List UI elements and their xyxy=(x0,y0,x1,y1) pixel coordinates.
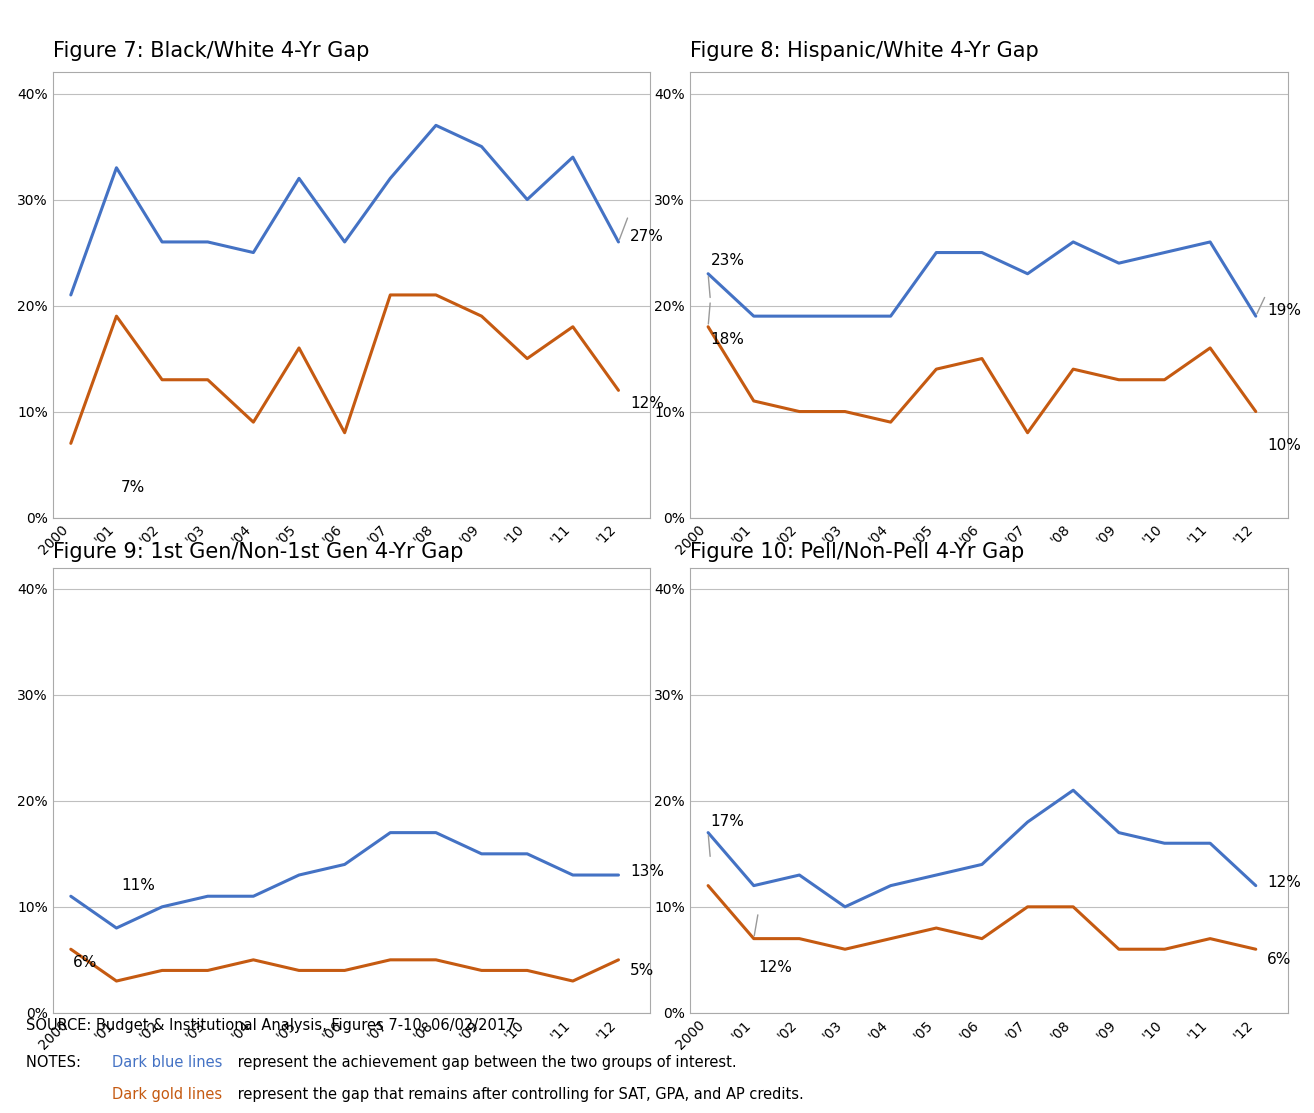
Text: represent the gap that remains after controlling for SAT, GPA, and AP credits.: represent the gap that remains after con… xyxy=(233,1087,803,1102)
Text: Dark gold lines: Dark gold lines xyxy=(112,1087,222,1102)
Text: 17%: 17% xyxy=(711,815,744,829)
Text: represent the achievement gap between the two groups of interest.: represent the achievement gap between th… xyxy=(233,1055,736,1070)
Text: Figure 10: Pell/Non-Pell 4-Yr Gap: Figure 10: Pell/Non-Pell 4-Yr Gap xyxy=(690,542,1024,562)
Text: Figure 9: 1st Gen/Non-1st Gen 4-Yr Gap: Figure 9: 1st Gen/Non-1st Gen 4-Yr Gap xyxy=(53,542,463,562)
Text: 6%: 6% xyxy=(74,955,97,969)
Text: SOURCE: Budget & Institutional Analysis, Figures 7-10, 06/02/2017: SOURCE: Budget & Institutional Analysis,… xyxy=(26,1017,516,1033)
Text: Figure 8: Hispanic/White 4-Yr Gap: Figure 8: Hispanic/White 4-Yr Gap xyxy=(690,41,1038,61)
Text: 12%: 12% xyxy=(1267,875,1301,890)
Text: 12%: 12% xyxy=(758,959,792,975)
Text: 7%: 7% xyxy=(121,481,146,495)
Text: 5%: 5% xyxy=(629,963,654,978)
Text: Dark blue lines: Dark blue lines xyxy=(112,1055,222,1070)
Text: 12%: 12% xyxy=(629,395,664,411)
Text: 27%: 27% xyxy=(629,229,664,244)
Text: 23%: 23% xyxy=(711,254,745,268)
Text: 11%: 11% xyxy=(121,878,155,893)
Text: 10%: 10% xyxy=(1267,439,1301,453)
Text: 13%: 13% xyxy=(629,865,664,879)
Text: 6%: 6% xyxy=(1267,953,1292,967)
Text: 19%: 19% xyxy=(1267,304,1301,318)
Text: Figure 7: Black/White 4-Yr Gap: Figure 7: Black/White 4-Yr Gap xyxy=(53,41,369,61)
Text: 18%: 18% xyxy=(711,332,744,347)
Text: NOTES:: NOTES: xyxy=(26,1055,91,1070)
